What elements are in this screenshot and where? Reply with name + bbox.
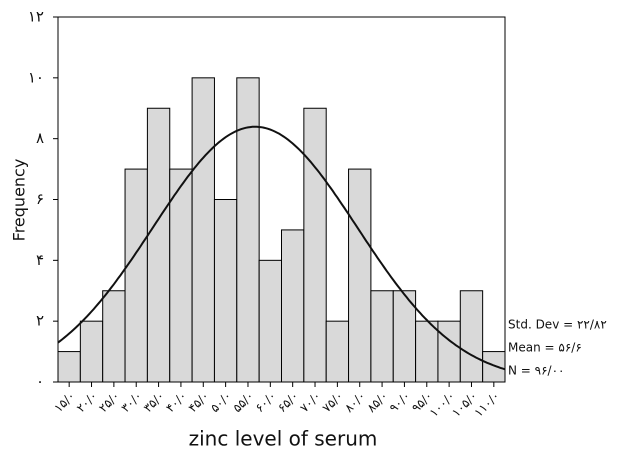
y-tick-label: ۲ xyxy=(36,312,44,330)
x-tick-label: ۶۵/۰ xyxy=(275,389,301,415)
stats-label: N = ۹۶/۰۰ xyxy=(508,364,564,378)
x-tick-label: ۶۰/۰ xyxy=(252,389,278,415)
bar xyxy=(303,107,327,383)
x-tick-label: ۲۰/۰ xyxy=(74,389,100,415)
bar xyxy=(79,320,104,383)
x-tick-label: ۹۰/۰ xyxy=(387,389,413,415)
x-tick-label: ۵۰/۰ xyxy=(208,389,234,415)
x-tick-label: ۱۵/۰ xyxy=(51,389,77,415)
x-tick-label: ۲۵/۰ xyxy=(96,389,122,415)
bar xyxy=(191,77,215,383)
x-tick-label: ۴۰/۰ xyxy=(163,389,189,415)
y-tick-label: ۱۲ xyxy=(28,8,44,26)
bar xyxy=(348,168,372,383)
x-tick-label: ۷۰/۰ xyxy=(297,389,323,415)
x-tick-label: ۸۰/۰ xyxy=(342,389,368,415)
bar xyxy=(415,320,439,383)
bar xyxy=(370,290,394,383)
stats-label: Mean = ۵۶/۶ xyxy=(508,341,582,355)
bar xyxy=(459,290,484,383)
x-tick-label: ۱۱۰/۰ xyxy=(471,389,502,420)
x-tick-label: ۳۵/۰ xyxy=(141,389,167,415)
y-axis-label: Frequency xyxy=(10,159,29,242)
bar xyxy=(102,290,126,383)
x-axis-label: zinc level of serum xyxy=(189,427,378,451)
bar xyxy=(146,107,171,383)
bar xyxy=(57,351,81,383)
bar xyxy=(124,168,148,383)
bar xyxy=(236,77,260,383)
bar xyxy=(482,351,506,383)
bar xyxy=(258,259,282,383)
x-tick-label: ۸۵/۰ xyxy=(364,389,390,415)
y-tick-label: ۶ xyxy=(36,190,44,208)
y-tick-label: ۴ xyxy=(36,251,44,269)
bar xyxy=(213,199,238,383)
bar xyxy=(169,168,193,383)
y-tick-label: ۰ xyxy=(36,373,44,391)
x-tick-label: ۳۰/۰ xyxy=(118,389,144,415)
bar xyxy=(437,320,461,383)
bar xyxy=(281,229,305,383)
y-tick-label: ۱۰ xyxy=(28,68,44,86)
normal-curve xyxy=(57,125,506,371)
y-tick-label: ۸ xyxy=(36,129,44,147)
x-tick-label: ۷۵/۰ xyxy=(320,389,346,415)
bar xyxy=(325,320,350,383)
x-tick-label: ۵۵/۰ xyxy=(230,389,256,415)
stats-label: Std. Dev = ۲۲/۸۲ xyxy=(508,318,607,332)
x-tick-label: ۴۵/۰ xyxy=(185,389,211,415)
